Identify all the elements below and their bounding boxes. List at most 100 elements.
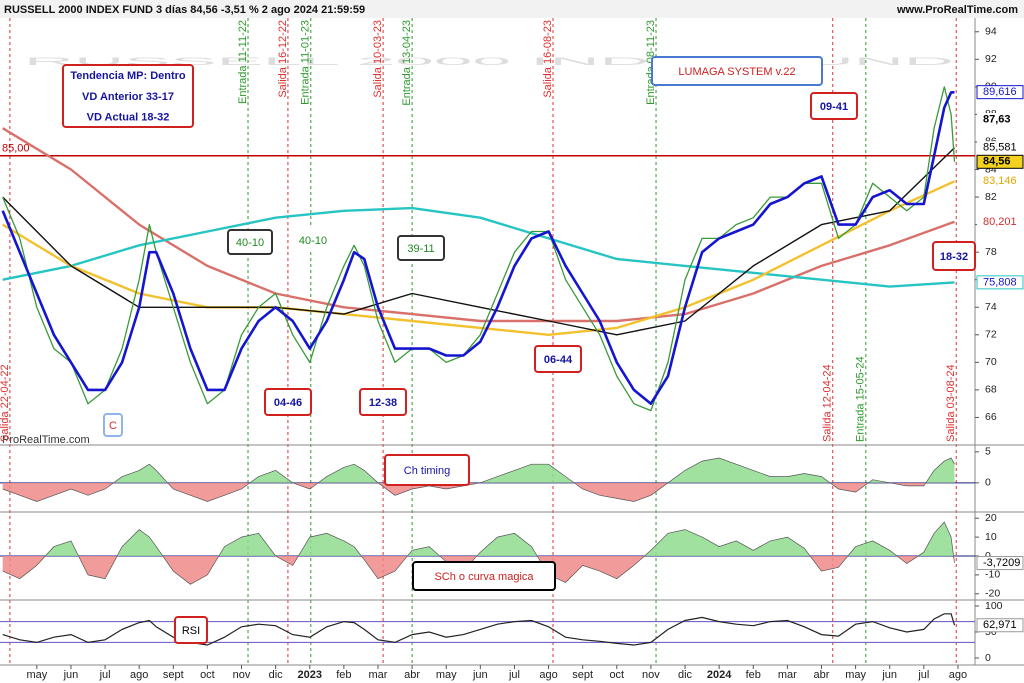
annotation-box — [359, 388, 407, 416]
annotation-box — [227, 229, 273, 255]
x-tick-label: may — [845, 669, 866, 681]
annotation-text: 09-41 — [820, 101, 848, 113]
level-label: 85,00 — [2, 143, 30, 155]
annotation-text: 18-32 — [940, 251, 968, 263]
annotation-box — [651, 56, 823, 86]
x-tick-label: jul — [99, 669, 111, 681]
value-label: 83,146 — [983, 175, 1017, 187]
y-tick-label: 100 — [985, 600, 1003, 612]
value-label: 75,808 — [983, 276, 1017, 288]
annotation-text: LUMAGA SYSTEM v.22 — [678, 66, 795, 78]
signal-label: Entrada 13-04-23 — [401, 20, 413, 106]
indicator-title-box — [174, 616, 208, 644]
x-tick-label: sept — [163, 669, 184, 681]
annotation-text: C — [109, 420, 117, 432]
x-tick-label: jun — [63, 669, 79, 681]
annotation-text: Tendencia MP: Dentro — [70, 70, 186, 82]
y-tick-label: 0 — [985, 550, 991, 562]
value-label: 62,971 — [983, 619, 1017, 631]
value-label-box — [977, 141, 1023, 155]
x-tick-label: oct — [609, 669, 624, 681]
value-label-box — [976, 275, 1024, 290]
signal-label: Salida 16-08-23 — [542, 20, 554, 98]
series-line — [2, 127, 955, 323]
x-tick-label: sept — [572, 669, 593, 681]
plot-area — [1, 86, 956, 412]
x-tick-label: feb — [746, 669, 761, 681]
value-label-box — [976, 85, 1024, 100]
y-tick-label: -20 — [985, 588, 1000, 600]
y-tick-label: 66 — [985, 411, 997, 423]
x-tick-label: feb — [336, 669, 351, 681]
y-tick-label: 92 — [985, 53, 997, 65]
annotation-box — [62, 64, 194, 128]
annotation-box — [810, 92, 858, 120]
y-tick-label: 84 — [985, 163, 997, 175]
signal-label: Salida 16-12-22 — [277, 20, 289, 98]
plot-area — [2, 613, 956, 646]
annotation-text: VD Actual 18-32 — [87, 112, 170, 124]
x-tick-label: abr — [814, 669, 830, 681]
value-label: 87,63 — [983, 113, 1011, 125]
annotation-box — [103, 413, 123, 437]
signal-label: Salida 10-03-23 — [372, 20, 384, 98]
indicator-line — [2, 457, 955, 502]
area-positive — [113, 458, 955, 483]
indicator-title-box — [412, 561, 556, 591]
signal-label: Salida 03-08-24 — [945, 364, 957, 442]
value-label: 84,56 — [983, 156, 1011, 168]
y-tick-label: 68 — [985, 384, 997, 396]
x-tick-label: 2023 — [298, 669, 322, 681]
x-tick-label: dic — [269, 669, 284, 681]
indicator-title: Ch timing — [404, 465, 450, 477]
series-line — [2, 180, 955, 336]
x-tick-label: jul — [508, 669, 520, 681]
y-tick-label: 72 — [985, 329, 997, 341]
signal-label: Salida 12-04-24 — [822, 364, 834, 442]
y-tick-label: 0 — [985, 652, 991, 664]
series-line — [1, 90, 955, 405]
plot-area — [2, 457, 955, 502]
x-tick-label: ago — [949, 669, 967, 681]
annotation-box — [264, 388, 312, 416]
annotation-text: VD Anterior 33-17 — [82, 91, 174, 103]
annotation-box — [397, 235, 445, 261]
x-tick-label: mar — [369, 669, 388, 681]
y-tick-label: -10 — [985, 569, 1000, 581]
y-tick-label: 74 — [985, 301, 997, 313]
x-tick-label: abr — [404, 669, 420, 681]
value-label-box — [977, 215, 1023, 229]
annotation-text: 12-38 — [369, 397, 397, 409]
x-tick-label: 2024 — [707, 669, 732, 681]
value-label: -3,7209 — [983, 557, 1020, 569]
x-tick-label: may — [436, 669, 457, 681]
annotation-text: 39-11 — [407, 243, 434, 255]
x-tick-label: may — [26, 669, 47, 681]
x-tick-label: dic — [678, 669, 693, 681]
value-label-box — [977, 174, 1023, 188]
value-label: 80,201 — [983, 216, 1017, 228]
x-tick-label: jun — [881, 669, 897, 681]
indicator-title: RSI — [182, 625, 200, 637]
value-label-box — [976, 154, 1024, 169]
value-label-box — [976, 556, 1024, 571]
value-label-box — [976, 618, 1024, 633]
signal-label: Salida 22-04-22 — [0, 364, 11, 442]
value-label: 89,616 — [983, 86, 1017, 98]
area-negative — [2, 556, 955, 585]
y-tick-label: 0 — [985, 477, 991, 489]
y-tick-label: 10 — [985, 531, 997, 543]
annotation-text: 40-10 — [299, 235, 327, 247]
y-tick-label: 70 — [985, 356, 997, 368]
value-label: 85,581 — [983, 142, 1017, 154]
x-tick-label: mar — [778, 669, 797, 681]
annotation-text: 06-44 — [544, 354, 573, 366]
value-label-box — [977, 113, 1023, 127]
annotation-box — [291, 228, 335, 252]
series-line — [2, 147, 955, 336]
x-tick-label: nov — [642, 669, 660, 681]
indicator-title: SCh o curva magica — [434, 571, 534, 583]
signal-label: Entrada 11-11-22 — [237, 20, 249, 104]
y-tick-label: 78 — [985, 246, 997, 258]
